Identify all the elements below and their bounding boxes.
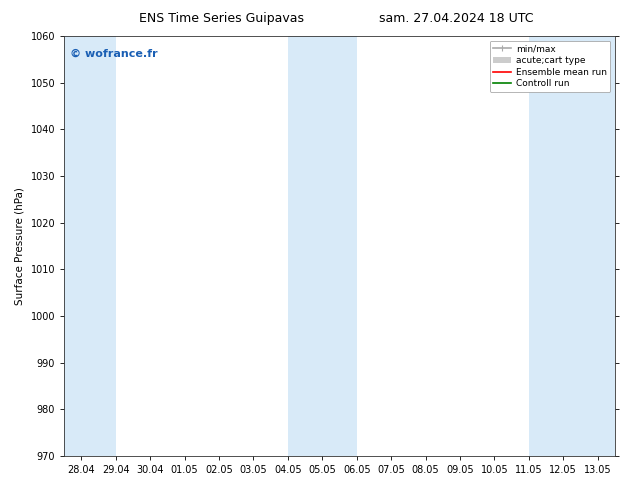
Y-axis label: Surface Pressure (hPa): Surface Pressure (hPa)	[15, 187, 25, 305]
Bar	[64, 36, 116, 456]
Bar	[288, 36, 357, 456]
Bar	[529, 36, 615, 456]
Text: © wofrance.fr: © wofrance.fr	[70, 49, 157, 59]
Legend: min/max, acute;cart type, Ensemble mean run, Controll run: min/max, acute;cart type, Ensemble mean …	[489, 41, 611, 92]
Text: ENS Time Series Guipavas: ENS Time Series Guipavas	[139, 12, 304, 25]
Text: sam. 27.04.2024 18 UTC: sam. 27.04.2024 18 UTC	[379, 12, 534, 25]
